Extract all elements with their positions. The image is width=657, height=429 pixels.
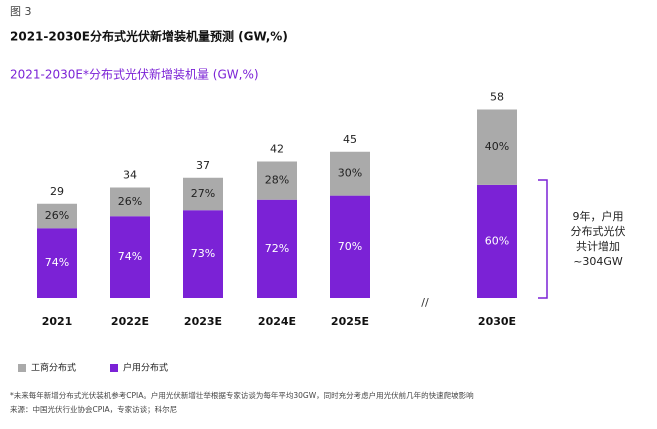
value-label: 60% bbox=[485, 234, 509, 247]
legend-swatch bbox=[18, 364, 26, 372]
total-label: 42 bbox=[270, 143, 284, 156]
legend-label: 工商分布式 bbox=[31, 362, 76, 374]
annotation: 分布式光伏 bbox=[571, 224, 626, 238]
chart-title: 2021-2030E分布式光伏新增装机量预测 (GW,%) bbox=[10, 29, 288, 44]
total-label: 45 bbox=[343, 133, 357, 146]
bar-segment bbox=[330, 195, 370, 298]
bar-segment bbox=[330, 151, 370, 196]
axis-break: // bbox=[421, 296, 429, 309]
x-tick-label: 2030E bbox=[478, 315, 516, 328]
bracket bbox=[538, 179, 548, 299]
x-tick-label: 2021 bbox=[42, 315, 73, 328]
value-label: 72% bbox=[265, 242, 289, 255]
x-tick-label: 2022E bbox=[111, 315, 149, 328]
x-tick-label: 2025E bbox=[331, 315, 369, 328]
bar-segment bbox=[257, 199, 297, 298]
value-label: 40% bbox=[485, 140, 509, 153]
value-label: 28% bbox=[265, 174, 289, 187]
bar-segment bbox=[477, 184, 517, 298]
value-label: 30% bbox=[338, 167, 362, 180]
bar-segment bbox=[110, 187, 150, 217]
bar-segment bbox=[257, 161, 297, 200]
chart-subtitle: 2021-2030E*分布式光伏新增装机量 (GW,%) bbox=[10, 67, 259, 82]
bar-segment bbox=[183, 210, 223, 298]
value-label: 70% bbox=[338, 240, 362, 253]
value-label: 73% bbox=[191, 247, 215, 260]
total-label: 34 bbox=[123, 169, 137, 182]
bar-segment bbox=[477, 109, 517, 185]
annotation: 共计增加 bbox=[576, 239, 620, 253]
bar-segment bbox=[110, 216, 150, 298]
annotation: 9年，户用 bbox=[573, 209, 624, 223]
value-label: 74% bbox=[45, 256, 69, 269]
legend-swatch bbox=[110, 364, 118, 372]
total-label: 58 bbox=[490, 91, 504, 104]
legend-label: 户用分布式 bbox=[123, 362, 168, 374]
annotation: ~304GW bbox=[573, 255, 623, 268]
value-label: 74% bbox=[118, 250, 142, 263]
footnote: 来源：中国光伏行业协会CPIA，专家访谈；科尔尼 bbox=[10, 404, 177, 414]
value-label: 26% bbox=[45, 209, 69, 222]
total-label: 29 bbox=[50, 185, 64, 198]
value-label: 26% bbox=[118, 195, 142, 208]
footnote: *未来每年新增分布式光伏装机参考CPIA。户用光伏新增壮举根据专家访谈为每年平均… bbox=[10, 390, 474, 400]
x-tick-label: 2023E bbox=[184, 315, 222, 328]
bar-segment bbox=[37, 228, 77, 298]
x-tick-label: 2024E bbox=[258, 315, 296, 328]
value-label: 27% bbox=[191, 187, 215, 200]
bar-segment bbox=[37, 203, 77, 229]
total-label: 37 bbox=[196, 159, 210, 172]
bar-segment bbox=[183, 177, 223, 211]
figure-label: 图 3 bbox=[10, 5, 32, 18]
